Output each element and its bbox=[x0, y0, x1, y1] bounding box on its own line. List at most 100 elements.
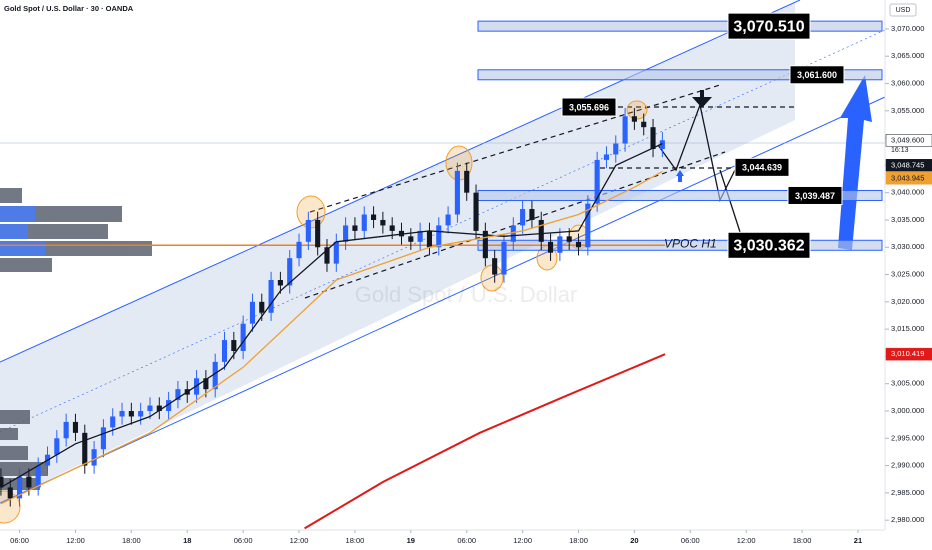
candle-body bbox=[464, 170, 470, 193]
candle-body bbox=[315, 219, 321, 248]
candle-body bbox=[473, 192, 479, 231]
level-tag bbox=[727, 231, 811, 259]
highlights bbox=[0, 100, 648, 524]
y-tick-label: 3,060.000 bbox=[891, 78, 924, 87]
watermark: Gold Spot / U.S. Dollar bbox=[355, 282, 578, 307]
vp-bar bbox=[0, 428, 18, 440]
x-tick-label: 20 bbox=[630, 536, 638, 545]
candle-body bbox=[91, 449, 97, 466]
vp-bar bbox=[0, 241, 45, 256]
y-tick-label: 2,990.000 bbox=[891, 461, 924, 470]
candle-body bbox=[17, 476, 23, 499]
y-tick-label: 3,025.000 bbox=[891, 270, 924, 279]
candle-body bbox=[138, 411, 144, 417]
y-tick-label: 2,985.000 bbox=[891, 488, 924, 497]
candle-body bbox=[231, 340, 237, 351]
candle-body bbox=[538, 219, 544, 242]
y-tick-label: 3,055.000 bbox=[891, 106, 924, 115]
candle-body bbox=[659, 140, 665, 150]
y-tick-label: 3,030.000 bbox=[891, 242, 924, 251]
candle-body bbox=[259, 301, 265, 313]
level-zone bbox=[477, 20, 883, 32]
x-tick-label: 18:00 bbox=[122, 536, 141, 545]
candle-body bbox=[585, 203, 591, 248]
candle-body bbox=[110, 416, 116, 428]
level-tag-label: 3,039.487 bbox=[795, 191, 835, 201]
x-tick-label: 18:00 bbox=[346, 536, 365, 545]
candle-body bbox=[119, 411, 125, 417]
price-badge-label: 3,048.745 bbox=[891, 160, 924, 169]
vp-bar bbox=[0, 410, 30, 424]
level-tag bbox=[734, 157, 790, 177]
candle-body bbox=[7, 487, 13, 499]
candle-body bbox=[510, 225, 516, 242]
currency-box bbox=[889, 3, 917, 17]
currency: USD bbox=[896, 7, 911, 14]
candle-body bbox=[100, 427, 106, 450]
y-tick-label: 2,980.000 bbox=[891, 515, 924, 524]
countdown: 16:13 bbox=[891, 147, 909, 154]
level-tag bbox=[561, 97, 617, 117]
candle-body bbox=[529, 209, 535, 220]
candle-body bbox=[343, 225, 349, 242]
vpoc-label: VPOC H1 bbox=[664, 236, 717, 250]
vp-bar bbox=[0, 446, 28, 460]
x-tick-label: 18:00 bbox=[793, 536, 812, 545]
highlight bbox=[0, 490, 21, 524]
candle-body bbox=[277, 280, 283, 286]
highlight bbox=[296, 195, 326, 229]
price-badge-label: 3,049.600 bbox=[891, 135, 924, 144]
candle-body bbox=[380, 219, 386, 226]
candle-body bbox=[175, 389, 181, 401]
price-badge-label: 3,043.945 bbox=[891, 173, 924, 182]
candle-body bbox=[54, 438, 60, 455]
price-badge bbox=[885, 172, 932, 185]
x-tick-label: 06:00 bbox=[681, 536, 700, 545]
candle-body bbox=[305, 219, 311, 242]
price-badge bbox=[885, 134, 932, 147]
arrow-up bbox=[838, 75, 872, 250]
candle-body bbox=[287, 258, 293, 286]
candle-body bbox=[26, 476, 32, 488]
y-tick-label: 3,020.000 bbox=[891, 297, 924, 306]
candle-body bbox=[0, 476, 4, 488]
wedge-lower bbox=[304, 151, 726, 299]
candle-body bbox=[594, 159, 600, 204]
candle-body bbox=[82, 432, 88, 466]
x-tick-label: 21 bbox=[854, 536, 862, 545]
chart-title: Gold Spot / U.S. Dollar · 30 · OANDA bbox=[4, 4, 134, 13]
channel-upper bbox=[0, 0, 801, 363]
candle-body bbox=[240, 323, 246, 351]
arrow-up-small bbox=[676, 170, 684, 182]
candle-body bbox=[575, 241, 582, 248]
candle-body bbox=[548, 241, 554, 253]
candle-body bbox=[203, 378, 209, 390]
candle-body bbox=[324, 247, 330, 264]
price-axis-bg bbox=[885, 0, 932, 550]
candle-body bbox=[156, 405, 162, 412]
x-tick-label: 06:00 bbox=[10, 536, 29, 545]
price-badge bbox=[885, 159, 932, 172]
x-tick-label: 19 bbox=[407, 536, 415, 545]
candle-body bbox=[650, 127, 656, 150]
candle-body bbox=[454, 170, 460, 215]
candle-body bbox=[128, 411, 134, 417]
arrow-down bbox=[692, 90, 712, 108]
vp-bar bbox=[0, 188, 22, 203]
channel-fill bbox=[0, 2, 795, 503]
x-tick-label: 18 bbox=[183, 536, 191, 545]
level-tag-label: 3,070.510 bbox=[733, 18, 804, 35]
candle-body bbox=[63, 421, 69, 439]
level-tag-label: 3,055.696 bbox=[569, 102, 609, 112]
candle-body bbox=[482, 230, 488, 259]
y-tick-label: 2,995.000 bbox=[891, 433, 924, 442]
channel-mid bbox=[0, 29, 886, 433]
y-tick-label: 3,000.000 bbox=[891, 406, 924, 415]
candle-body bbox=[333, 241, 339, 264]
candle-body bbox=[296, 241, 302, 259]
candle-body bbox=[566, 236, 572, 242]
level-tag-label: 3,030.362 bbox=[733, 238, 804, 255]
candle-body bbox=[622, 116, 628, 144]
